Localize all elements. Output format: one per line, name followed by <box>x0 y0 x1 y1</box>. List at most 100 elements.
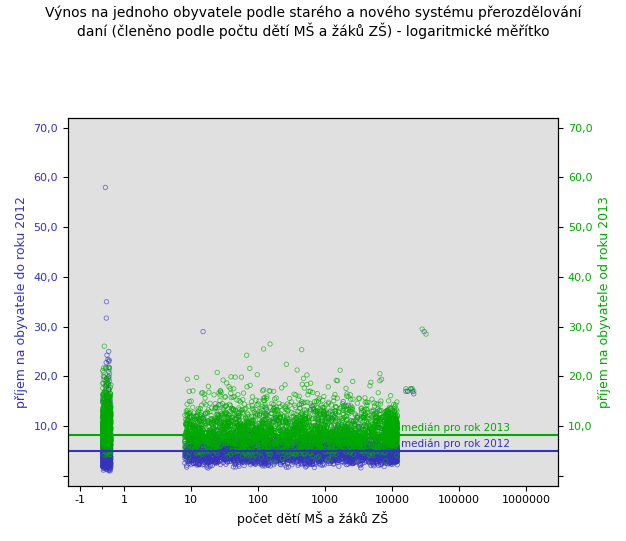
Point <box>220 455 230 464</box>
Point <box>381 424 391 433</box>
Point <box>103 405 113 413</box>
Point <box>105 449 115 458</box>
Point <box>262 458 272 467</box>
Point <box>103 460 113 469</box>
Point <box>102 427 112 436</box>
Point <box>213 439 223 447</box>
Point <box>263 447 273 456</box>
Point <box>326 406 336 415</box>
Point <box>227 428 237 437</box>
Point <box>264 441 274 450</box>
Point <box>105 440 115 448</box>
Point <box>222 448 232 457</box>
Point <box>280 448 290 457</box>
Point <box>223 421 233 430</box>
Point <box>307 431 317 440</box>
Point <box>392 443 402 451</box>
Point <box>377 450 387 459</box>
Point <box>356 446 366 454</box>
Point <box>383 434 393 443</box>
Point <box>103 445 113 453</box>
Point <box>380 432 390 441</box>
Point <box>310 422 321 431</box>
Point <box>381 456 391 465</box>
Point <box>382 441 392 450</box>
Point <box>287 447 297 456</box>
Point <box>249 426 259 434</box>
Point <box>211 444 221 452</box>
Point <box>378 442 388 451</box>
Point <box>100 414 110 423</box>
Point <box>387 447 397 456</box>
Point <box>313 448 323 457</box>
Point <box>229 445 239 454</box>
Point <box>336 430 346 439</box>
Point <box>106 433 116 441</box>
Point <box>368 459 378 467</box>
Point <box>210 434 220 443</box>
Text: medián pro rok 2012: medián pro rok 2012 <box>401 438 510 449</box>
Point <box>389 420 399 429</box>
Point <box>100 418 110 427</box>
Point <box>347 457 357 466</box>
Point <box>104 416 114 425</box>
Point <box>352 435 362 444</box>
Point <box>373 405 383 413</box>
Point <box>266 437 276 446</box>
Point <box>385 426 395 435</box>
Point <box>334 438 344 447</box>
Point <box>312 408 322 417</box>
Point <box>300 433 310 442</box>
Point <box>388 451 398 460</box>
Point <box>367 412 377 421</box>
Point <box>238 453 248 462</box>
Point <box>300 425 310 433</box>
Point <box>101 388 111 397</box>
Point <box>100 436 110 444</box>
Point <box>349 447 359 456</box>
Point <box>382 417 392 425</box>
Point <box>388 450 398 458</box>
Point <box>381 448 391 457</box>
Point <box>222 438 232 447</box>
Point <box>215 417 225 425</box>
Point <box>254 423 264 431</box>
Point <box>217 438 227 447</box>
Point <box>100 451 110 459</box>
Point <box>280 417 290 426</box>
Point <box>212 415 222 424</box>
Point <box>195 410 205 419</box>
Point <box>295 443 305 452</box>
Point <box>212 443 222 452</box>
Point <box>193 432 203 441</box>
Point <box>388 450 398 458</box>
Point <box>376 456 386 464</box>
Point <box>197 423 207 432</box>
Point <box>260 410 270 419</box>
Point <box>219 412 229 421</box>
Point <box>337 452 347 460</box>
Point <box>271 448 281 457</box>
Point <box>190 446 200 455</box>
Point <box>378 434 388 443</box>
Point <box>350 453 360 462</box>
Point <box>250 437 260 446</box>
Point <box>383 453 393 462</box>
Point <box>275 453 285 462</box>
Point <box>362 451 372 459</box>
Point <box>386 450 396 458</box>
Point <box>210 399 220 408</box>
Point <box>104 426 114 435</box>
Point <box>262 447 272 456</box>
Point <box>211 425 221 434</box>
Point <box>280 430 290 439</box>
Point <box>103 425 113 433</box>
Point <box>384 419 394 427</box>
Point <box>275 460 285 469</box>
Point <box>269 445 279 453</box>
Point <box>337 434 347 443</box>
Point <box>389 434 399 443</box>
Point <box>216 443 226 452</box>
Point <box>391 440 401 448</box>
Point <box>228 445 238 453</box>
